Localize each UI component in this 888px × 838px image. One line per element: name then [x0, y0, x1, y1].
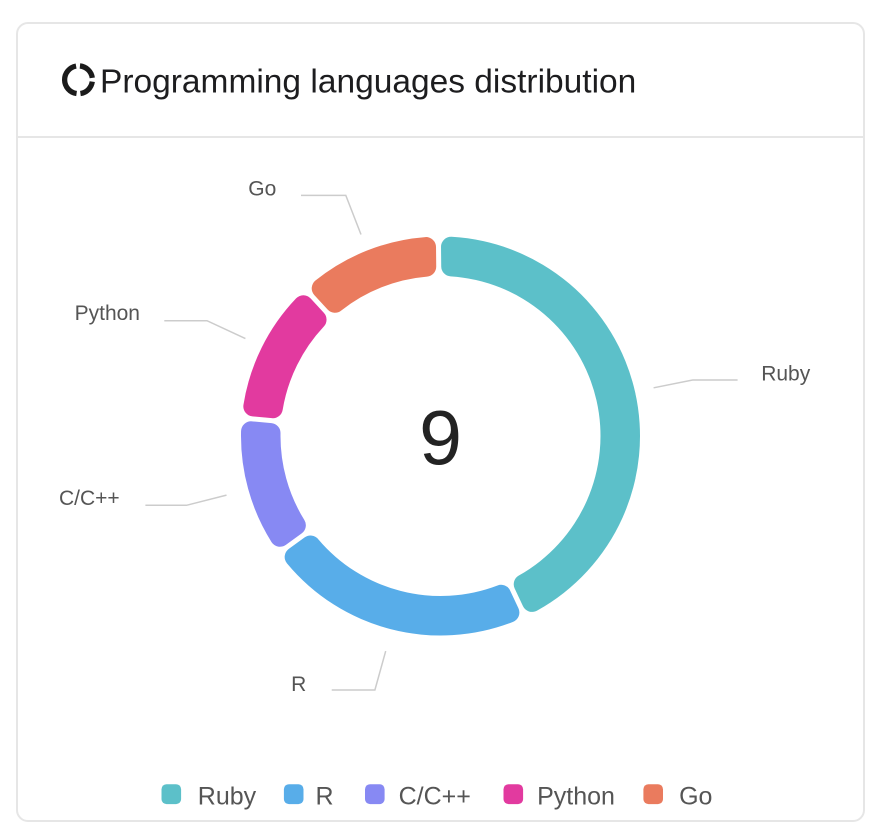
svg-text:Python: Python	[537, 783, 615, 811]
svg-text:Ruby: Ruby	[198, 783, 257, 811]
svg-text:R: R	[291, 673, 306, 696]
svg-text:9: 9	[419, 396, 462, 482]
svg-text:C/C++: C/C++	[59, 487, 120, 510]
svg-text:Go: Go	[679, 783, 712, 811]
svg-text:R: R	[316, 783, 334, 811]
svg-text:Programming languages distribu: Programming languages distribution	[100, 64, 636, 101]
svg-text:C/C++: C/C++	[399, 783, 471, 811]
svg-text:Ruby: Ruby	[761, 363, 811, 386]
svg-text:Go: Go	[248, 178, 276, 201]
svg-text:Python: Python	[75, 302, 140, 325]
